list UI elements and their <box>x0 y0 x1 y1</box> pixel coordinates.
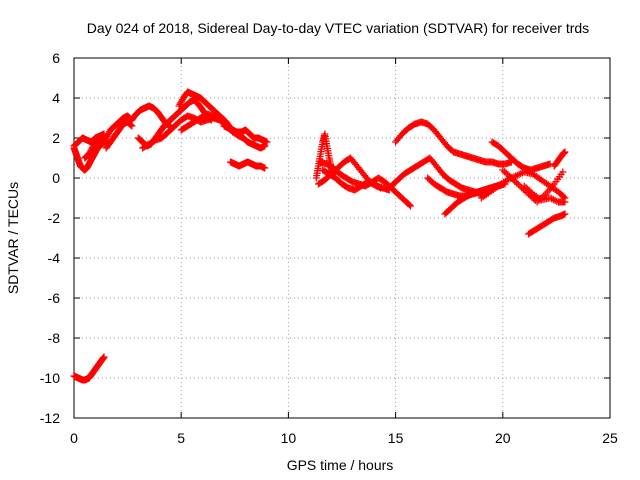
series-sat-t <box>488 138 554 174</box>
data-point <box>499 166 507 174</box>
data-point <box>546 160 554 168</box>
data-point <box>375 183 383 191</box>
x-tick-label: 20 <box>495 430 511 446</box>
data-point <box>501 168 509 176</box>
data-point <box>561 210 569 218</box>
data-point <box>377 184 385 192</box>
data-point <box>261 164 269 172</box>
data-point <box>405 201 413 209</box>
x-tick-labels: 0 5 10 15 20 25 <box>70 430 618 446</box>
y-tick-label: 4 <box>52 90 60 106</box>
chart-title: Day 024 of 2018, Sidereal Day-to-day VTE… <box>87 20 589 36</box>
y-tick-label: -4 <box>48 250 61 266</box>
x-tick-label: 0 <box>70 430 78 446</box>
x-tick-label: 25 <box>602 430 618 446</box>
series-sat-p <box>392 118 515 168</box>
y-tick-labels: -12 -10 -8 -6 -4 -2 0 2 4 6 <box>40 50 60 426</box>
x-tick-label: 15 <box>388 430 404 446</box>
series-sat-e <box>102 118 136 152</box>
series-sat-a <box>70 353 108 384</box>
data-point <box>561 198 569 206</box>
y-tick-label: 0 <box>52 170 60 186</box>
data-point <box>514 180 522 188</box>
data-point <box>263 138 271 146</box>
x-tick-label: 10 <box>281 430 297 446</box>
y-tick-label: -10 <box>40 370 60 386</box>
y-tick-label: -8 <box>48 330 61 346</box>
y-tick-label: -6 <box>48 290 61 306</box>
series-sat-d <box>81 102 174 162</box>
y-tick-label: -12 <box>40 410 60 426</box>
data-point <box>385 186 393 194</box>
y-tick-label: 2 <box>52 130 60 146</box>
series-sat-k <box>227 158 269 172</box>
data-point <box>559 168 567 176</box>
plot-border <box>73 57 611 419</box>
series-sat-b <box>70 136 110 174</box>
data-point <box>407 202 415 210</box>
y-axis-label: SDTVAR / TECUs <box>5 182 21 294</box>
x-axis-label: GPS time / hours <box>287 457 394 473</box>
data-points <box>70 88 569 384</box>
data-point <box>513 179 521 187</box>
data-point <box>502 169 510 177</box>
series-sat-x <box>525 210 569 238</box>
y-tick-label: -2 <box>48 210 61 226</box>
data-point <box>127 121 135 129</box>
series-sat-y <box>550 148 569 170</box>
y-tick-label: 6 <box>52 50 60 66</box>
series-sat-j <box>220 122 271 146</box>
series-sat-o <box>319 166 385 194</box>
data-point <box>561 148 569 156</box>
x-tick-label: 5 <box>177 430 185 446</box>
data-point <box>100 353 108 361</box>
series-sat-w <box>520 182 569 206</box>
data-point <box>128 122 136 130</box>
